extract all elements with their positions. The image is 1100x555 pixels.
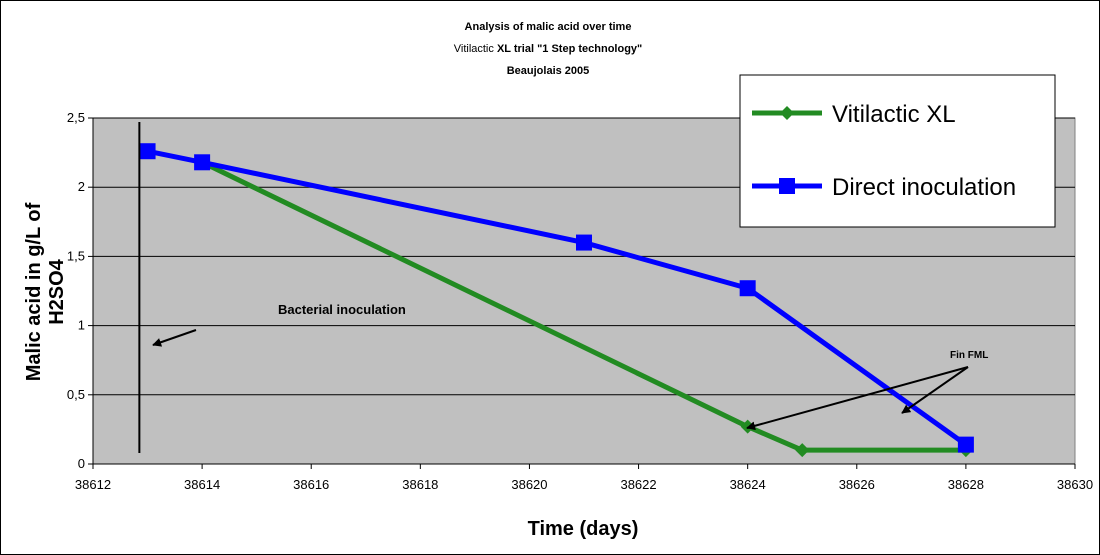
y-tick-label: 0	[78, 456, 85, 471]
x-tick-label: 38620	[511, 477, 547, 492]
x-tick-label: 38624	[730, 477, 766, 492]
y-axis-title-line1: Malic acid in g/L of	[23, 202, 45, 381]
chart-title: Analysis of malic acid over time	[465, 21, 632, 33]
chart-subtitle-brand: Vitilactic	[454, 43, 497, 55]
data-point-direct	[140, 143, 156, 159]
data-point-direct	[194, 154, 210, 170]
x-tick-label: 38614	[184, 477, 220, 492]
legend: Vitilactic XL Direct inoculation	[740, 75, 1055, 227]
fin-fml-label: Fin FML	[950, 350, 988, 361]
x-tick-label: 38626	[839, 477, 875, 492]
data-point-direct	[958, 437, 974, 453]
x-axis-title: Time (days)	[528, 518, 639, 540]
x-tick-label: 38618	[402, 477, 438, 492]
y-tick-label: 2	[78, 179, 85, 194]
legend-label-direct: Direct inoculation	[832, 174, 1016, 201]
inoculation-label: Bacterial inoculation	[278, 302, 406, 317]
y-tick-label: 2,5	[67, 110, 85, 125]
y-tick-label: 1	[78, 318, 85, 333]
data-point-direct	[740, 280, 756, 296]
x-tick-label: 38630	[1057, 477, 1093, 492]
chart-subtitle: Vitilactic XL trial "1 Step technology"	[454, 43, 643, 55]
x-tick-label: 38622	[620, 477, 656, 492]
y-axis-ticks: 0 0,5 1 1,5 2 2,5	[67, 110, 93, 471]
x-tick-label: 38612	[75, 477, 111, 492]
x-axis-ticks: 38612 38614 38616 38618 38620 38622 38624 38626…	[75, 464, 1093, 492]
y-tick-label: 1,5	[67, 248, 85, 263]
x-tick-label: 38616	[293, 477, 329, 492]
x-tick-label: 38628	[948, 477, 984, 492]
chart-subtitle-trial: XL trial "1 Step technology"	[497, 43, 642, 55]
legend-marker-direct	[779, 178, 795, 194]
y-axis-title-line2: H2SO4	[46, 258, 68, 324]
data-point-direct	[576, 235, 592, 251]
legend-label-vitilactic: Vitilactic XL	[832, 101, 956, 128]
chart-subtitle-region: Beaujolais 2005	[507, 65, 590, 77]
y-tick-label: 0,5	[67, 387, 85, 402]
legend-box	[740, 75, 1055, 227]
